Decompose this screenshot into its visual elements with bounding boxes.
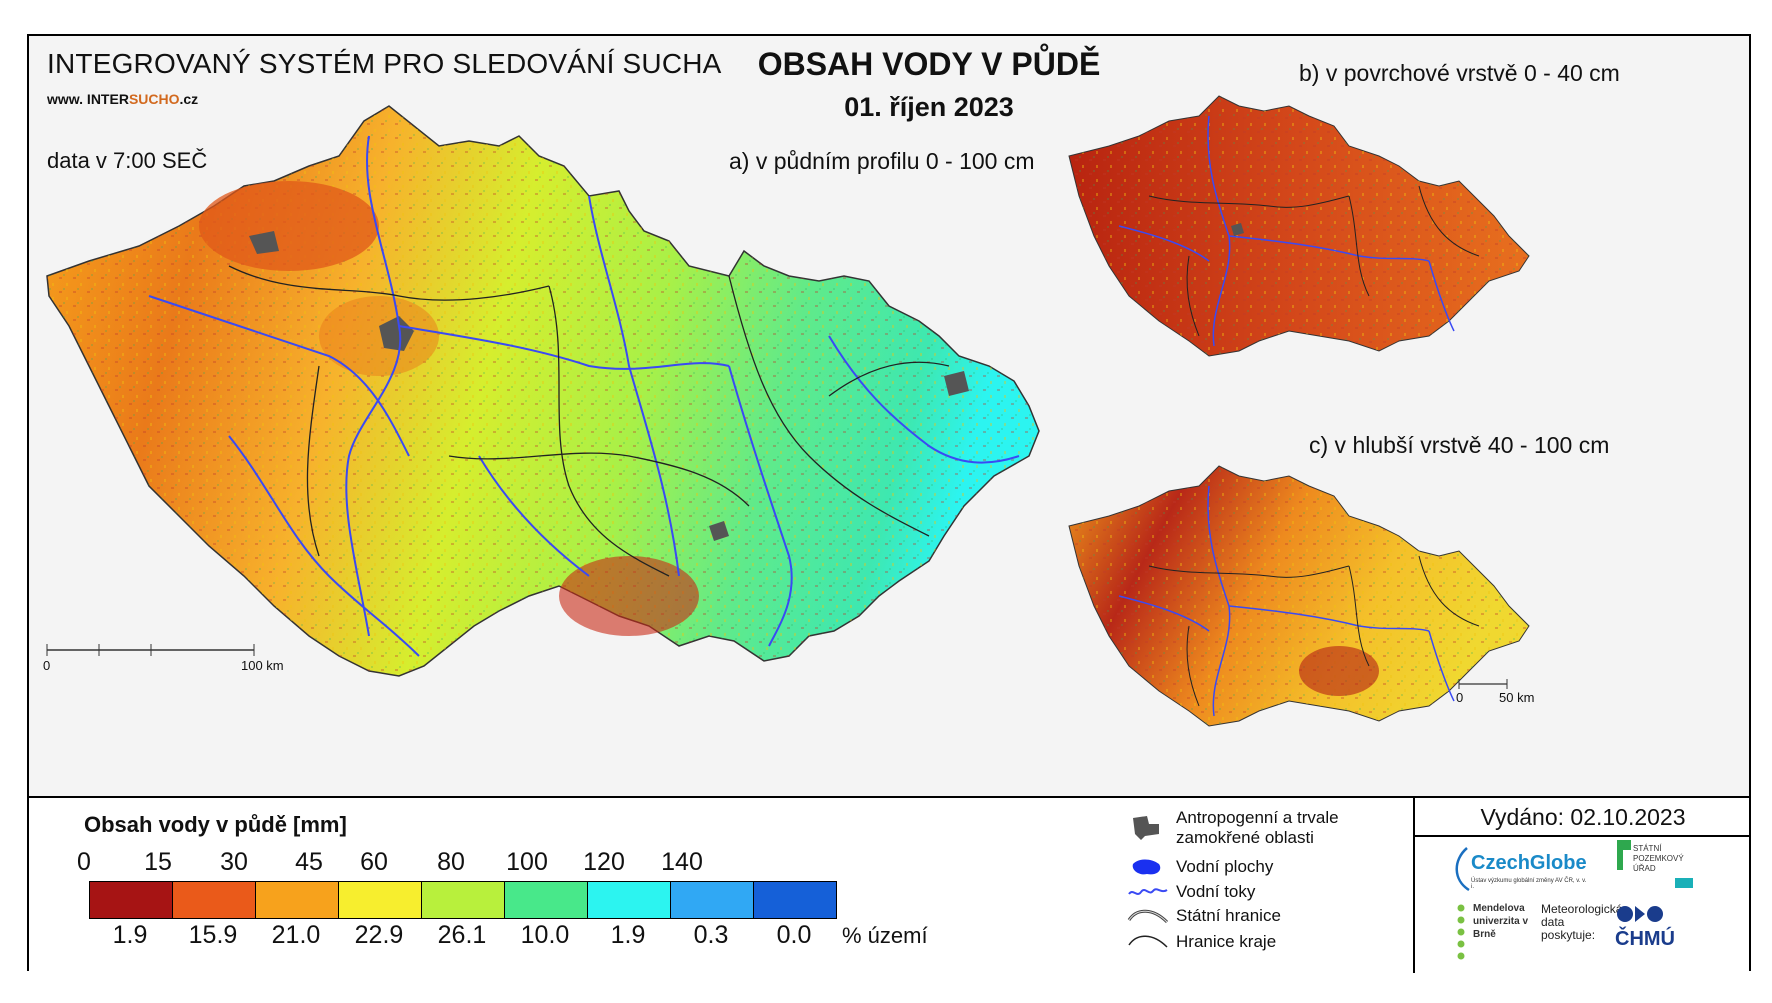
map-sheet: INTEGROVANÝ SYSTÉM PRO SLEDOVÁNÍ SUCHA w… (27, 34, 1751, 973)
rivers-map-a (148, 135, 1020, 657)
legend-tick: 30 (220, 848, 248, 876)
legend-color-bar (89, 881, 837, 919)
map-a-soil-profile (46, 105, 1040, 677)
legend-tick: 100 (506, 848, 548, 876)
legend-swatch (588, 882, 671, 918)
legend-panel: Obsah vody v půdě [mm] 0 15 30 45 60 80 … (29, 796, 1751, 973)
chmu-logo[interactable]: ČHMÚ (1615, 902, 1695, 962)
map-a-label: a) v půdním profilu 0 - 100 cm (729, 148, 1035, 174)
scale-small-end: 50 km (1499, 690, 1535, 705)
legend-swatch (256, 882, 339, 918)
legend-swatch (422, 882, 505, 918)
urban-area-north (249, 231, 279, 254)
mendelu-logo[interactable]: Mendelova univerzita v Brně (1455, 902, 1545, 962)
system-name: INTEGROVANÝ SYSTÉM PRO SLEDOVÁNÍ SUCHA (47, 48, 722, 79)
data-time-label: data v 7:00 SEČ (47, 148, 208, 173)
legend-percent: 22.9 (354, 921, 404, 949)
legend-percent: 15.9 (188, 921, 238, 949)
legend-swatch (505, 882, 588, 918)
legend-rivers-label: Vodní toky (1176, 882, 1256, 901)
map-c-label: c) v hlubší vrstvě 40 - 100 cm (1309, 432, 1610, 458)
legend-percent: 1.9 (112, 921, 148, 949)
scale-small-start: 0 (1456, 690, 1464, 705)
legend-swatch (754, 882, 836, 918)
state-border-icon (1127, 909, 1169, 924)
map-a-country-shape (46, 105, 1040, 677)
legend-tick: 60 (360, 848, 388, 876)
legend-percent-unit: % území (842, 923, 928, 948)
urban-area-ostrava (944, 371, 969, 396)
map-b-label: b) v povrchové vrstvě 0 - 40 cm (1299, 60, 1620, 86)
legend-percent: 10.0 (520, 921, 570, 949)
legend-state-border-label: Státní hranice (1176, 906, 1281, 925)
legend-tick: 120 (583, 848, 625, 876)
map-title: OBSAH VODY V PŮDĚ (757, 46, 1101, 82)
legend-percent: 0.0 (776, 921, 812, 949)
map-b-surface-layer (1068, 95, 1530, 357)
legend-title: Obsah vody v půdě [mm] (84, 812, 347, 837)
legend-swatch (339, 882, 422, 918)
scale-main-start: 0 (43, 658, 51, 673)
water-body-icon (1132, 859, 1161, 875)
legend-percent: 21.0 (271, 921, 321, 949)
legend-tick: 15 (144, 848, 172, 876)
issue-date: Vydáno: 02.10.2023 (1415, 798, 1751, 837)
map-c-deeper-layer (1068, 465, 1530, 727)
dry-area-south-moravia (559, 556, 699, 636)
legend-percent: 1.9 (610, 921, 646, 949)
scale-main-end: 100 km (241, 658, 284, 673)
website-url[interactable]: www. INTERSUCHO.cz (47, 91, 199, 107)
legend-water-bodies-label: Vodní plochy (1176, 857, 1274, 876)
legend-urban-label: Antropogenní a trvale zamokřené oblasti (1176, 808, 1339, 847)
legend-tick: 140 (661, 848, 703, 876)
region-border-icon (1128, 935, 1168, 948)
region-borders-map-a (228, 265, 950, 577)
map-date: 01. říjen 2023 (844, 92, 1014, 122)
legend-swatch (173, 882, 256, 918)
scale-bar-small (1458, 679, 1508, 689)
dry-area-central-bohemia (319, 296, 439, 376)
spu-logo[interactable]: STÁTNÍ POZEMKOVÝ ÚŘAD (1615, 838, 1695, 888)
legend-tick: 80 (437, 848, 465, 876)
legend-percent: 26.1 (437, 921, 487, 949)
urban-area-prague (379, 316, 414, 351)
legend-tick: 45 (295, 848, 323, 876)
urban-area-brno (709, 521, 729, 541)
legend-percent: 0.3 (693, 921, 729, 949)
river-icon (1128, 888, 1168, 895)
meteo-data-label: Meteorologická data poskytuje: (1541, 902, 1623, 942)
czechglobe-logo[interactable]: CzechGlobe Ústav výzkumu globální změny … (1455, 840, 1595, 896)
legend-swatch (90, 882, 173, 918)
issue-panel: Vydáno: 02.10.2023 CzechGlobe Ústav výzk… (1413, 798, 1751, 973)
legend-tick: 0 (77, 848, 91, 876)
urban-area-icon (1133, 816, 1159, 840)
scale-bar-main (46, 644, 255, 656)
legend-swatch (671, 882, 754, 918)
legend-region-border-label: Hranice kraje (1176, 932, 1277, 951)
dry-area-north-bohemia (199, 181, 379, 271)
